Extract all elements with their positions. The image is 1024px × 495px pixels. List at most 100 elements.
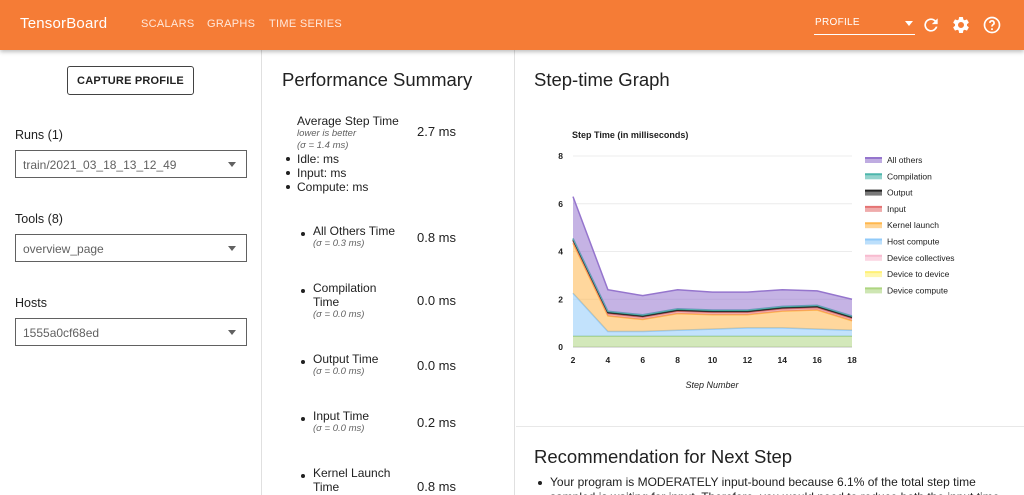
x-tick-label: 2 (571, 355, 576, 365)
runs-label: Runs (1) (15, 128, 63, 142)
performance-summary-title: Performance Summary (282, 69, 473, 90)
legend-label: Device compute (887, 285, 948, 295)
x-tick-label: 16 (812, 355, 822, 365)
section-divider (516, 426, 1024, 427)
chevron-down-icon (228, 162, 236, 167)
legend-swatch (865, 206, 882, 212)
bullet (301, 417, 305, 421)
breakdown-compute: Compute: ms (297, 180, 369, 194)
settings-icon[interactable] (951, 15, 971, 35)
step-time-panel: Step-time Graph Step Time (in millisecon… (516, 50, 1024, 495)
y-tick-label: 6 (558, 199, 563, 209)
bullet (301, 232, 305, 236)
tab-graphs[interactable]: GRAPHS (207, 18, 256, 30)
tools-select[interactable]: overview_page (15, 234, 247, 262)
x-tick-label: 14 (778, 355, 788, 365)
legend-label: Device collectives (887, 253, 955, 263)
area-host-compute (573, 293, 852, 337)
step-time-graph-title: Step-time Graph (534, 69, 670, 90)
chart-title: Step Time (in milliseconds) (572, 130, 688, 140)
x-tick-label: 6 (640, 355, 645, 365)
top-app-bar: TensorBoard SCALARS GRAPHS TIME SERIES P… (0, 0, 1024, 50)
compilation-time-value: 0.0 ms (417, 293, 457, 308)
legend-label: Output (887, 188, 913, 198)
runs-select[interactable]: train/2021_03_18_13_12_49 (15, 150, 247, 178)
output-time-label: Output Time (313, 352, 379, 366)
legend-label: Compilation (887, 171, 932, 181)
legend-label: Host compute (887, 237, 940, 247)
y-tick-label: 8 (558, 151, 563, 161)
bullet (286, 157, 290, 161)
capture-profile-button[interactable]: CAPTURE PROFILE (67, 66, 194, 95)
average-step-time-label: Average Step Time (297, 114, 399, 128)
series-line-compilation (572, 238, 853, 317)
series-line-all-others (572, 196, 853, 300)
kernel-launch-time-label: Kernel Launch Time (313, 466, 391, 494)
input-time-value: 0.2 ms (417, 415, 457, 430)
bullet (538, 481, 542, 485)
chart-areas (572, 196, 853, 347)
all-others-time-label: All Others Time (313, 224, 396, 238)
y-tick-label: 2 (558, 294, 563, 304)
average-step-time-note: lower is better (297, 128, 357, 139)
chart-legend: All others Compilation Output Input Kernel l… (865, 155, 955, 295)
y-tick-label: 4 (558, 247, 563, 257)
legend-swatch (865, 272, 882, 278)
refresh-icon[interactable] (921, 15, 941, 35)
all-others-time-sigma: (σ = 0.3 ms) (313, 238, 365, 249)
legend-swatch (865, 158, 882, 163)
help-icon[interactable] (982, 15, 1002, 35)
breakdown-item: Idle: ms (285, 152, 368, 166)
tools-select-value: overview_page (23, 242, 104, 256)
sidebar: CAPTURE PROFILE Runs (1) train/2021_03_1… (0, 50, 262, 495)
bullet (301, 289, 305, 293)
input-time-sigma: (σ = 0.0 ms) (313, 423, 365, 434)
legend-swatch (865, 239, 882, 245)
tab-scalars[interactable]: SCALARS (141, 18, 195, 30)
performance-summary-panel: Performance Summary Average Step Time lo… (263, 50, 515, 495)
legend-label: All others (887, 155, 922, 165)
hosts-select[interactable]: 1555a0cf68ed (15, 318, 247, 346)
hosts-select-value: 1555a0cf68ed (23, 326, 100, 340)
input-time: Input Time (σ = 0.0 ms) (313, 409, 413, 435)
average-step-time: Average Step Time lower is better (σ = 1… (297, 114, 417, 152)
area-device-compute (573, 336, 852, 347)
breakdown-idle: Idle: ms (297, 152, 340, 166)
compilation-time: Compilation Time (σ = 0.0 ms) (313, 281, 393, 321)
y-tick-label: 0 (558, 342, 563, 352)
app-brand[interactable]: TensorBoard (20, 15, 108, 32)
plugin-select[interactable]: PROFILE (814, 14, 915, 35)
all-others-time-value: 0.8 ms (417, 230, 457, 245)
kernel-launch-time-value: 0.8 ms (417, 479, 457, 494)
legend-label: Device to device (887, 269, 950, 279)
bullet (301, 360, 305, 364)
legend-swatch (865, 288, 882, 294)
runs-select-value: train/2021_03_18_13_12_49 (23, 158, 177, 172)
legend-swatch (865, 255, 882, 261)
output-time: Output Time (σ = 0.0 ms) (313, 352, 413, 378)
breakdown-input: Input: ms (297, 166, 347, 180)
x-tick-label: 18 (847, 355, 857, 365)
chart-x-axis-label: Step Number (685, 380, 739, 390)
bullet (301, 474, 305, 478)
legend-swatch (865, 174, 882, 180)
area-kernel-launch (573, 243, 852, 332)
plugin-select-value: PROFILE (815, 17, 860, 28)
input-time-label: Input Time (313, 409, 370, 423)
chevron-down-icon (905, 21, 913, 26)
tab-time-series[interactable]: TIME SERIES (269, 18, 342, 30)
compilation-time-sigma: (σ = 0.0 ms) (313, 309, 365, 320)
area-all-others (573, 196, 852, 316)
step-time-breakdown: Idle: ms Input: ms Compute: ms (285, 152, 368, 194)
chevron-down-icon (228, 330, 236, 335)
legend-swatch (865, 190, 882, 196)
x-tick-label: 10 (708, 355, 718, 365)
legend-label: Input (887, 204, 907, 214)
compilation-time-label: Compilation Time (313, 281, 377, 309)
legend-swatch (865, 223, 882, 229)
x-tick-label: 8 (675, 355, 680, 365)
hosts-label: Hosts (15, 296, 47, 310)
output-time-value: 0.0 ms (417, 358, 457, 373)
recommendation-body: Your program is MODERATELY input-bound b… (550, 475, 999, 495)
